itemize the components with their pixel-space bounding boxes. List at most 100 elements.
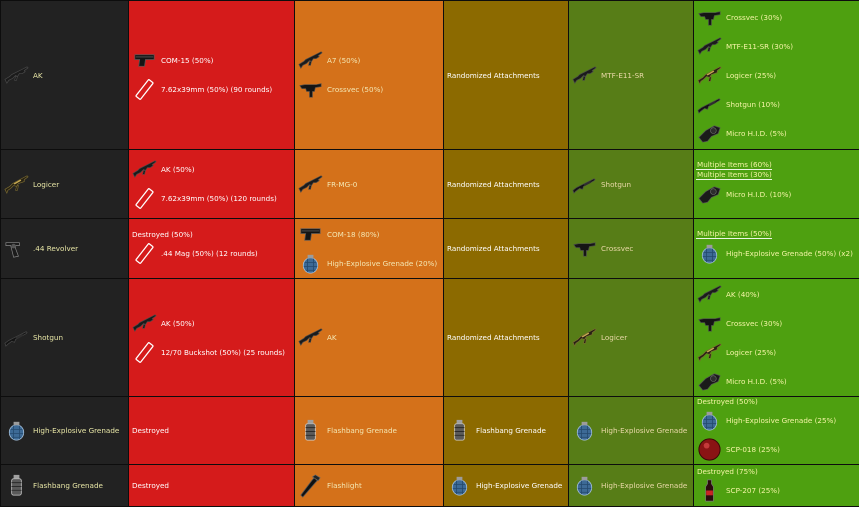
rifle-icon [696,281,723,308]
result-entry: FR-MG-0 [297,170,441,199]
input-cell: Logicer [1,150,129,219]
micro-hid-icon [696,120,723,147]
result-label: SCP-018 (25%) [726,445,780,454]
rifle-icon [297,324,324,351]
result-label: High-Explosive Grenade [33,426,119,435]
result-label: High-Explosive Grenade (25%) [726,416,836,425]
grenade-icon [446,472,473,499]
very-fine-cell: AK (40%)Crossvec (30%)Logicer (25%)Micro… [694,279,859,397]
fine-cell: High-Explosive Grenade [569,465,694,507]
result-entry: Logicer [571,323,691,352]
result-entry: High-Explosive Grenade (20%) [297,249,441,278]
result-entry: Flashlight [297,471,441,500]
flashbang-icon [3,472,30,499]
result-entry: SCP-018 (25%) [696,435,857,464]
result-label: .44 Mag (50%) (12 rounds) [161,249,258,258]
result-label: Logicer (25%) [726,71,776,80]
result-entry: AK (40%) [696,280,857,309]
ammo-icon [131,185,158,212]
result-entry: Micro H.I.D. (5%) [696,367,857,396]
result-label: Destroyed [132,481,169,490]
grenade-icon [297,250,324,277]
result-label: .44 Revolver [33,244,78,253]
rough-cell: AK (50%) 12/70 Buckshot (50%) (25 rounds) [129,279,295,397]
result-label: 7.62x39mm (50%) (90 rounds) [161,85,272,94]
shotgun-icon [571,171,598,198]
result-entry: 12/70 Buckshot (50%) (25 rounds) [131,338,292,367]
result-label: AK [327,333,337,342]
coarse-cell: AK [295,279,444,397]
result-text: Randomized Attachments [446,71,566,80]
very-fine-cell: Destroyed (50%)High-Explosive Grenade (2… [694,397,859,465]
result-label: Micro H.I.D. (10%) [726,190,791,199]
pistol-icon [131,47,158,74]
result-label: High-Explosive Grenade (20%) [327,259,437,268]
micro-hid-icon [696,181,723,208]
result-text: Randomized Attachments [446,333,566,342]
result-label: Shotgun [33,333,63,342]
result-label: MTF-E11-SR (30%) [726,42,793,51]
result-label: 12/70 Buckshot (50%) (25 rounds) [161,348,285,357]
result-entry: High-Explosive Grenade [571,471,691,500]
result-label: MTF-E11-SR [601,71,644,80]
result-entry: MTF-E11-SR (30%) [696,32,857,61]
gold-rifle-icon [571,324,598,351]
result-entry: COM-18 (80%) [297,220,441,249]
rifle-icon [571,62,598,89]
coarse-cell: Flashbang Grenade [295,397,444,465]
gold-rifle-icon [3,171,30,198]
result-entry: AK [297,323,441,352]
result-label: FR-MG-0 [327,180,357,189]
result-entry: Flashbang Grenade [3,471,126,500]
result-entry: Crossvec [571,234,691,263]
fine-cell: High-Explosive Grenade [569,397,694,465]
coarse-cell: Flashlight [295,465,444,507]
one-to-one-cell: Randomized Attachments [444,279,569,397]
result-entry: Shotgun [571,170,691,199]
result-entry: Shotgun (10%) [696,90,857,119]
very-fine-cell: Crossvec (30%) MTF-E11-SR (30%) Logicer (2… [694,1,859,150]
fine-cell: Crossvec [569,219,694,279]
result-entry: A7 (50%) [297,46,441,75]
rough-cell: COM-15 (50%)7.62x39mm (50%) (90 rounds) [129,1,295,150]
gold-rifle-icon [696,62,723,89]
result-entry: High-Explosive Grenade [571,416,691,445]
very-fine-cell: Destroyed (75%)SCP-207 (25%) [694,465,859,507]
result-entry: High-Explosive Grenade (25%) [696,406,857,435]
one-to-one-cell: High-Explosive Grenade [444,465,569,507]
result-label: Flashbang Grenade [33,481,103,490]
rough-cell: Destroyed [129,397,295,465]
rifle-icon [297,171,324,198]
result-label: Randomized Attachments [447,71,540,80]
result-label: Randomized Attachments [447,244,540,253]
result-label: Randomized Attachments [447,180,540,189]
flashlight-icon [297,472,324,499]
grenade-icon [696,240,723,267]
result-label: Crossvec [601,244,633,253]
result-entry: Micro H.I.D. (5%) [696,119,857,148]
result-label: Crossvec (50%) [327,85,383,94]
result-entry: High-Explosive Grenade [446,471,566,500]
result-entry: 7.62x39mm (50%) (90 rounds) [131,75,292,104]
ammo-icon [131,339,158,366]
one-to-one-cell: Randomized Attachments [444,219,569,279]
pistol-icon [297,221,324,248]
result-label: SCP-207 (25%) [726,486,780,495]
flashbang-icon [446,417,473,444]
result-text: Destroyed [131,481,292,490]
result-label: Crossvec (30%) [726,319,782,328]
probability-tag: Multiple Items (50%) [696,229,772,239]
result-label: Micro H.I.D. (5%) [726,129,787,138]
result-label: Crossvec (30%) [726,13,782,22]
result-label: Logicer [601,333,627,342]
result-label: AK (50%) [161,319,195,328]
smg-icon [297,76,324,103]
input-cell: AK [1,1,129,150]
smg-icon [696,4,723,31]
fine-cell: Logicer [569,279,694,397]
